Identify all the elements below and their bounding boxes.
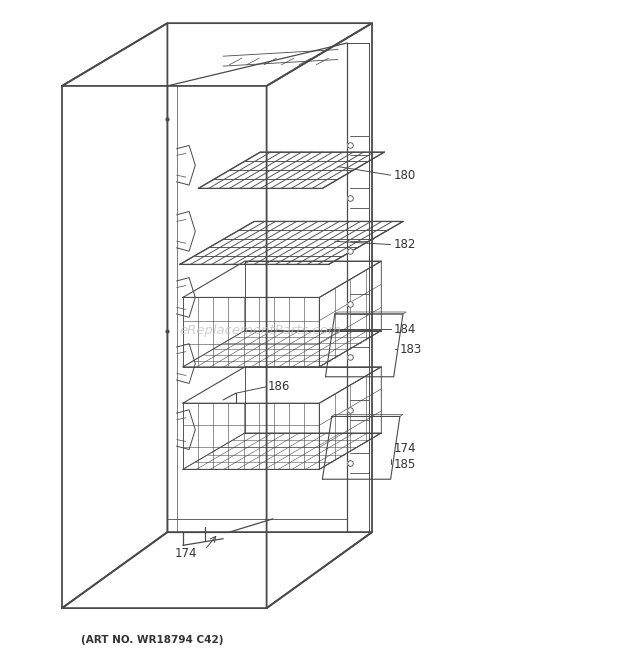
Text: 182: 182 (394, 238, 416, 251)
Text: 174: 174 (394, 442, 416, 455)
Text: 174: 174 (175, 547, 197, 560)
Text: 180: 180 (394, 169, 416, 182)
Text: (ART NO. WR18794 C42): (ART NO. WR18794 C42) (81, 635, 223, 645)
Text: eReplacementParts.com: eReplacementParts.com (179, 324, 342, 337)
Text: 184: 184 (394, 323, 416, 336)
Text: 185: 185 (394, 457, 416, 471)
Text: 186: 186 (268, 380, 290, 393)
Text: 183: 183 (400, 342, 422, 356)
